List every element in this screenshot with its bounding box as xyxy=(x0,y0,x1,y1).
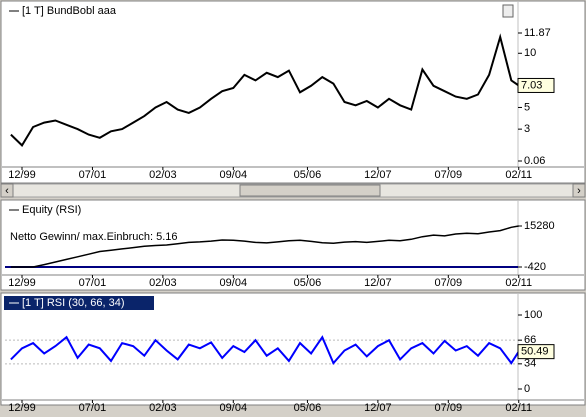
scroll-thumb[interactable] xyxy=(239,184,381,197)
last-value-label: 50.49 xyxy=(521,346,549,358)
price-pane xyxy=(0,0,586,184)
x-tick-label: 07/09 xyxy=(435,277,463,289)
y-tick-label: 0.06 xyxy=(524,155,545,167)
scroll-left[interactable] xyxy=(0,183,14,198)
x-tick-label: 07/09 xyxy=(435,402,463,414)
y-tick-label: -420 xyxy=(524,261,546,273)
rsi-pane xyxy=(0,292,586,406)
x-tick-label: 12/99 xyxy=(8,169,36,181)
x-tick-label: 07/01 xyxy=(79,402,107,414)
y-tick-label: 100 xyxy=(524,309,542,321)
y-tick-label: 10 xyxy=(524,47,536,59)
x-tick-label: 02/11 xyxy=(505,402,532,414)
y-tick-label: 3 xyxy=(524,123,530,135)
series-line xyxy=(10,335,520,365)
x-tick-label: 09/04 xyxy=(220,402,248,414)
x-tick-label: 09/04 xyxy=(220,169,248,181)
x-tick-label: 02/11 xyxy=(505,169,532,181)
y-tick-label: 11.87 xyxy=(524,27,551,39)
x-tick-label: 07/01 xyxy=(79,169,107,181)
x-tick-label: 09/04 xyxy=(220,277,248,289)
table-icon[interactable] xyxy=(502,4,514,18)
pane-title: [1 T] RSI (30, 66, 34) xyxy=(22,297,125,309)
x-tick-label: 02/03 xyxy=(149,277,177,289)
header-box xyxy=(4,296,154,310)
x-tick-label: 12/07 xyxy=(364,277,392,289)
y-tick-label: 66 xyxy=(524,334,536,346)
last-value-box xyxy=(517,77,555,93)
y-tick-label: 15280 xyxy=(524,220,555,232)
series-line xyxy=(10,33,520,147)
last-value-box xyxy=(517,344,555,360)
x-tick-label: 12/99 xyxy=(8,277,36,289)
x-tick-label: 12/07 xyxy=(364,169,392,181)
series-line xyxy=(10,225,519,268)
scroll-left-icon: ‹ xyxy=(5,185,9,197)
x-tick-label: 05/06 xyxy=(294,169,322,181)
x-tick-label: 12/07 xyxy=(364,402,392,414)
scroll-right-icon: › xyxy=(577,185,581,197)
scroll-right[interactable] xyxy=(572,183,586,198)
x-tick-label: 07/09 xyxy=(435,169,463,181)
x-tick-label: 05/06 xyxy=(294,277,322,289)
annotation: Netto Gewinn/ max.Einbruch: 5.16 xyxy=(10,231,178,243)
x-tick-label: 02/03 xyxy=(149,402,177,414)
pane-title: [1 T] BundBobl aaa xyxy=(22,5,117,17)
y-tick-label: 0 xyxy=(524,383,530,395)
pane-title: Equity (RSI) xyxy=(22,204,81,216)
x-tick-label: 12/99 xyxy=(8,402,36,414)
x-tick-label: 02/03 xyxy=(149,169,177,181)
y-tick-label: 34 xyxy=(524,358,536,370)
y-tick-label: 5 xyxy=(524,101,530,113)
x-tick-label: 02/11 xyxy=(505,277,532,289)
x-tick-label: 05/06 xyxy=(294,402,322,414)
x-tick-label: 07/01 xyxy=(79,277,107,289)
last-value-label: 7.03 xyxy=(521,79,542,91)
